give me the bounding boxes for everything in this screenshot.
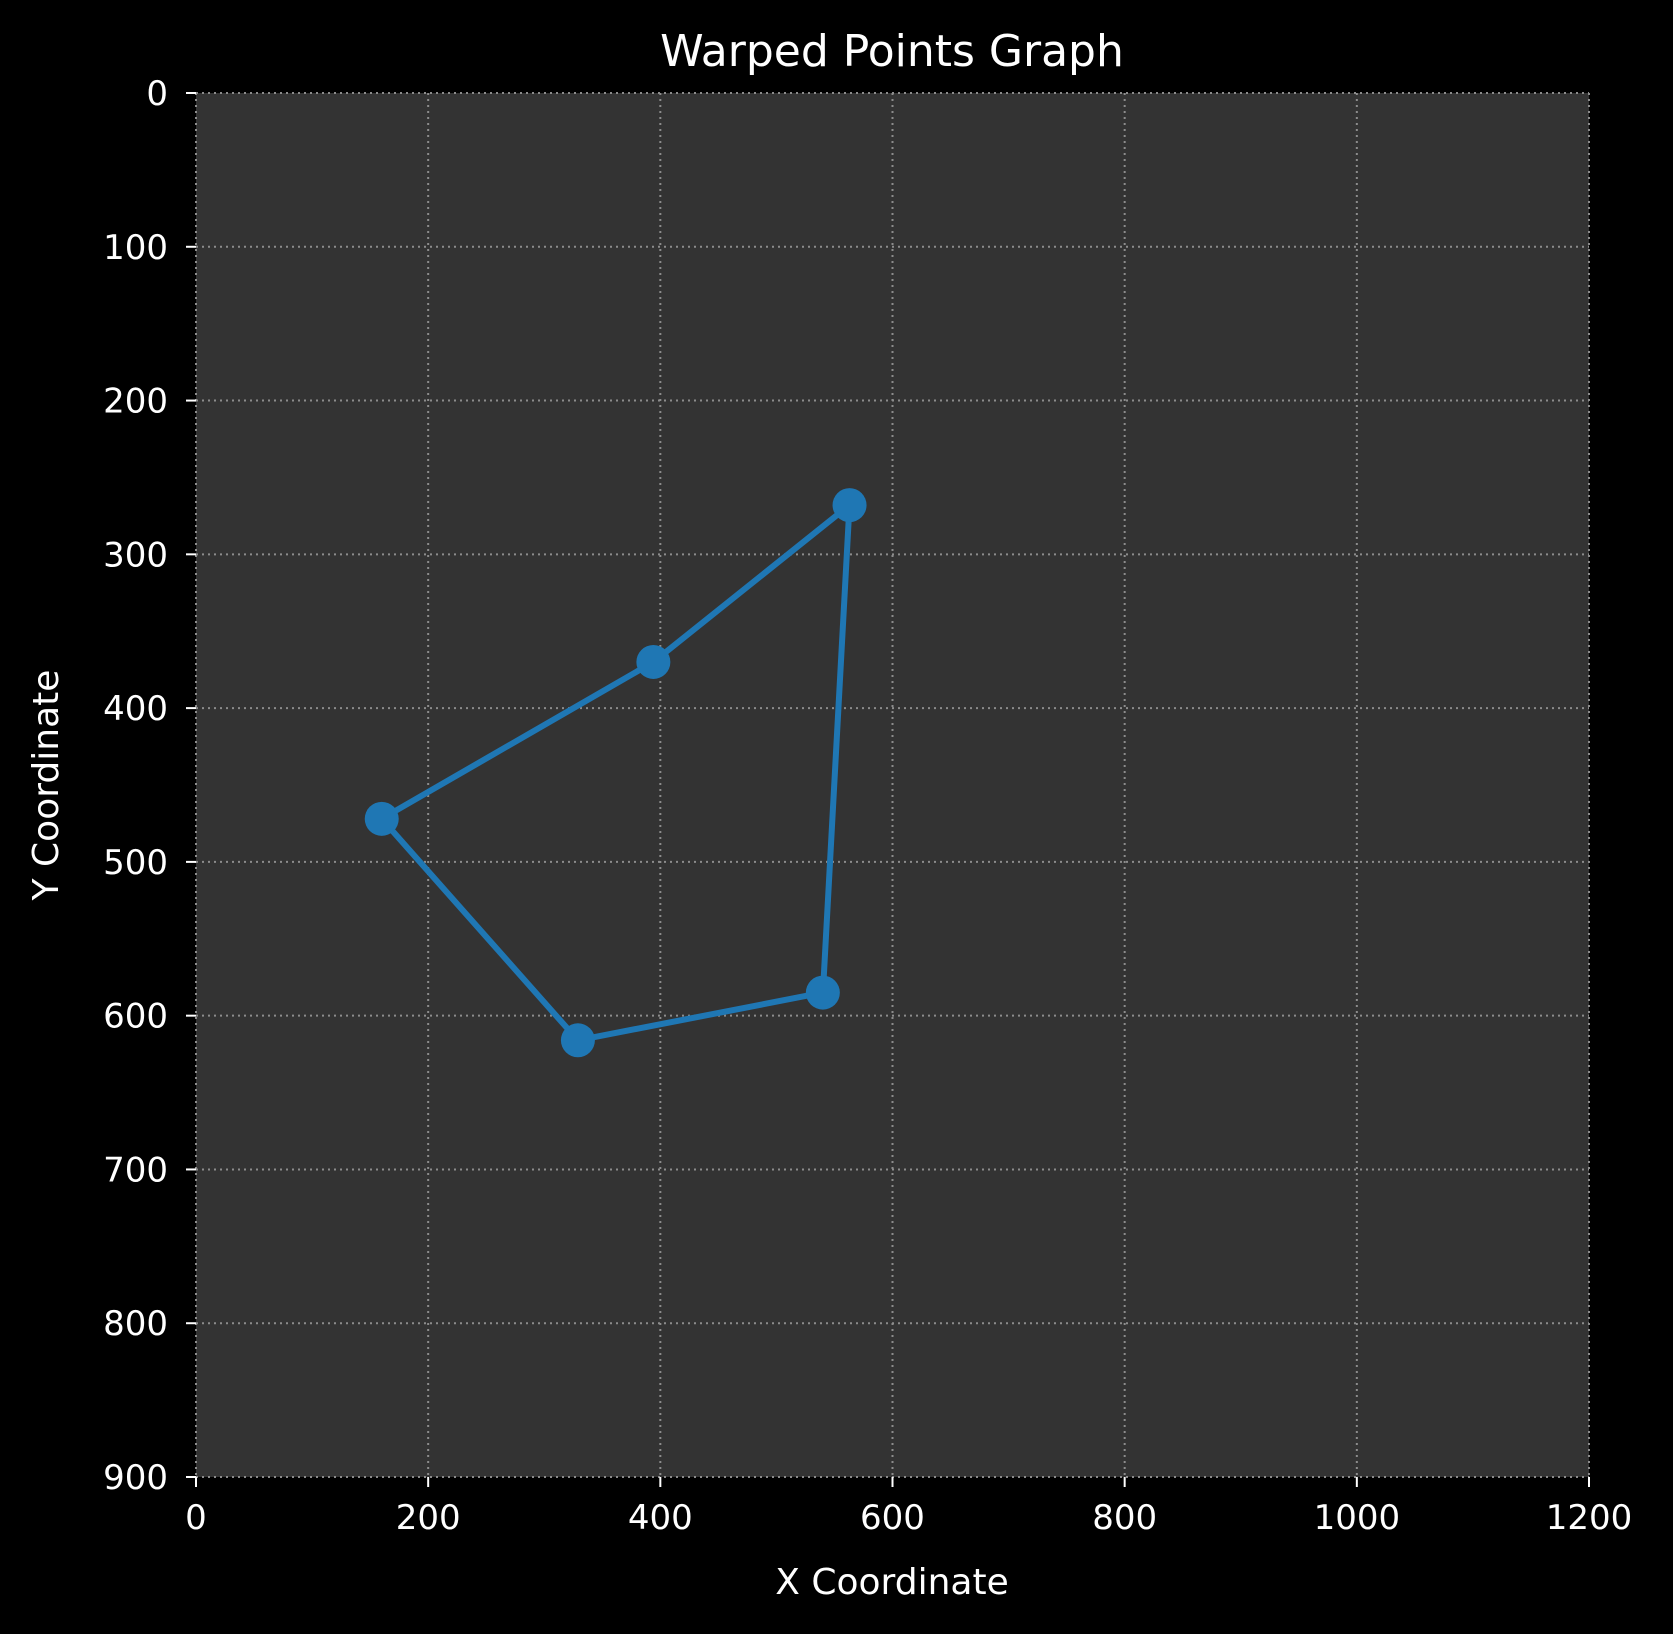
x-tick-label: 200 bbox=[396, 1498, 461, 1538]
y-tick-label: 0 bbox=[146, 74, 168, 114]
y-tick-label: 300 bbox=[103, 535, 168, 575]
y-tick-label: 500 bbox=[103, 843, 168, 883]
chart-title: Warped Points Graph bbox=[660, 26, 1124, 77]
x-tick-label: 800 bbox=[1092, 1498, 1157, 1538]
x-tick-label: 1200 bbox=[1546, 1498, 1633, 1538]
y-tick-label: 800 bbox=[103, 1304, 168, 1344]
y-tick-label: 100 bbox=[103, 228, 168, 268]
y-tick-label: 600 bbox=[103, 997, 168, 1037]
data-point bbox=[560, 1023, 595, 1058]
data-point bbox=[832, 488, 867, 523]
y-tick-label: 400 bbox=[103, 689, 168, 729]
data-point bbox=[805, 975, 840, 1010]
x-tick-label: 1000 bbox=[1314, 1498, 1401, 1538]
axis-ticks: 0 200 400 600 800 1000 1200 0 100 200 300 400 500 600… bbox=[103, 74, 1632, 1538]
data-point bbox=[364, 801, 399, 836]
x-axis-title: X Coordinate bbox=[775, 1562, 1008, 1603]
series-line bbox=[378, 502, 853, 1044]
x-tick-label: 0 bbox=[185, 1498, 207, 1538]
x-tick-label: 600 bbox=[860, 1498, 925, 1538]
y-tick-label: 200 bbox=[103, 382, 168, 422]
series-warped-points bbox=[364, 488, 867, 1058]
y-axis-title: Y Coordinate bbox=[26, 670, 67, 902]
data-point bbox=[636, 644, 671, 679]
x-tick-label: 400 bbox=[628, 1498, 693, 1538]
y-tick-label: 700 bbox=[103, 1150, 168, 1190]
y-tick-label: 900 bbox=[103, 1458, 168, 1498]
